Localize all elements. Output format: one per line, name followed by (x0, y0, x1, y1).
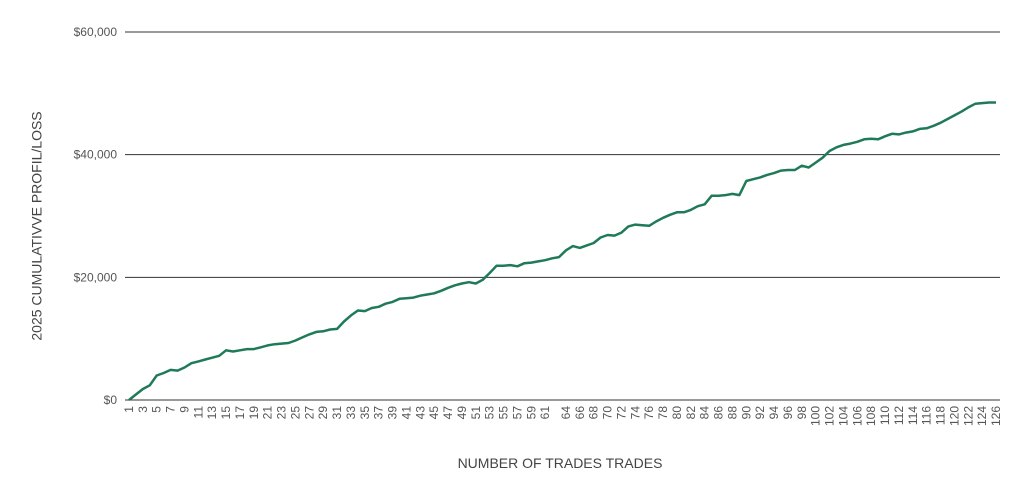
x-tick-label: 94 (767, 406, 781, 420)
x-tick-label: 96 (781, 406, 795, 420)
x-tick-label: 15 (219, 406, 233, 420)
x-tick-label: 23 (275, 406, 289, 420)
y-tick-label: $60,000 (74, 25, 118, 39)
x-tick-label: 116 (920, 406, 934, 425)
y-axis-title: 2025 CUMULATIVVE PROFIL/LOSS (29, 111, 45, 340)
x-tick-label: 1 (122, 406, 136, 413)
x-tick-label: 112 (892, 406, 906, 425)
x-tick-label: 68 (587, 406, 601, 420)
x-tick-label: 53 (483, 406, 497, 420)
x-tick-label: 92 (753, 406, 767, 420)
x-tick-label: 3 (136, 406, 150, 413)
x-tick-label: 110 (878, 406, 892, 425)
x-tick-label: 33 (344, 406, 358, 420)
x-tick-label: 118 (934, 406, 948, 425)
x-tick-label: 122 (961, 406, 975, 426)
x-tick-label: 51 (469, 406, 483, 420)
x-tick-label: 88 (725, 406, 739, 420)
x-tick-label: 21 (261, 406, 275, 420)
x-tick-label: 55 (497, 406, 511, 420)
x-tick-label: 114 (906, 406, 920, 425)
x-tick-label: 66 (573, 406, 587, 420)
y-tick-label: $20,000 (74, 270, 118, 284)
x-tick-label: 78 (656, 406, 670, 420)
x-tick-label: 47 (441, 406, 455, 420)
x-tick-label: 37 (372, 406, 386, 420)
x-tick-label: 9 (177, 406, 191, 413)
x-tick-label: 61 (538, 406, 552, 420)
x-tick-label: 108 (864, 406, 878, 426)
y-tick-label: $40,000 (74, 148, 118, 162)
x-tick-label: 104 (836, 406, 850, 426)
x-tick-label: 64 (559, 406, 573, 420)
x-tick-label: 45 (427, 406, 441, 420)
x-tick-label: 31 (330, 406, 344, 420)
x-tick-label: 41 (399, 406, 413, 420)
x-tick-label: 90 (739, 406, 753, 420)
x-tick-label: 25 (288, 406, 302, 420)
line (128, 101, 996, 401)
x-tick-label: 72 (614, 406, 628, 420)
x-tick-label: 82 (684, 406, 698, 420)
x-tick-label: 76 (642, 406, 656, 420)
x-tick-label: 86 (712, 406, 726, 420)
x-tick-label: 102 (823, 406, 837, 426)
x-tick-label: 100 (809, 406, 823, 426)
x-tick-label: 39 (386, 406, 400, 420)
x-tick-label: 5 (150, 406, 164, 413)
x-tick-label: 124 (975, 406, 989, 426)
x-tick-label: 84 (698, 406, 712, 420)
y-tick-label: $0 (104, 393, 118, 407)
x-axis-title: NUMBER OF TRADES TRADES (458, 455, 663, 471)
x-tick-label: 57 (510, 406, 524, 420)
x-tick-label: 126 (989, 406, 1003, 426)
x-tick-label: 29 (316, 406, 330, 420)
x-tick-label: 43 (413, 406, 427, 420)
x-tick-label: 120 (947, 406, 961, 426)
x-tick-label: 17 (233, 406, 247, 420)
x-tick-label: 35 (358, 406, 372, 420)
x-tick-label: 27 (302, 406, 316, 420)
x-tick-label: 13 (205, 406, 219, 420)
x-tick-label: 49 (455, 406, 469, 420)
x-tick-label: 106 (850, 406, 864, 426)
x-tick-label: 74 (628, 406, 642, 420)
x-tick-label: 7 (164, 406, 178, 413)
x-tick-label: 80 (670, 406, 684, 420)
x-tick-label: 59 (524, 406, 538, 420)
x-tick-label: 11 (191, 406, 205, 419)
x-tick-label: 98 (795, 406, 809, 420)
x-tick-label: 19 (247, 406, 261, 420)
x-tick-label: 70 (601, 406, 615, 420)
